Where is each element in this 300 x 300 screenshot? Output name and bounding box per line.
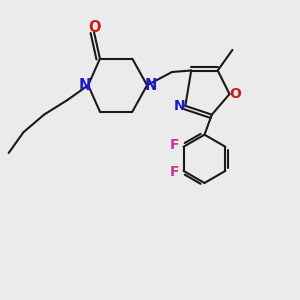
Text: O: O (88, 20, 100, 35)
Text: F: F (170, 165, 179, 179)
Text: N: N (78, 78, 91, 93)
Text: N: N (174, 99, 186, 113)
Text: O: O (229, 87, 241, 101)
Text: F: F (170, 138, 179, 152)
Text: N: N (144, 78, 157, 93)
